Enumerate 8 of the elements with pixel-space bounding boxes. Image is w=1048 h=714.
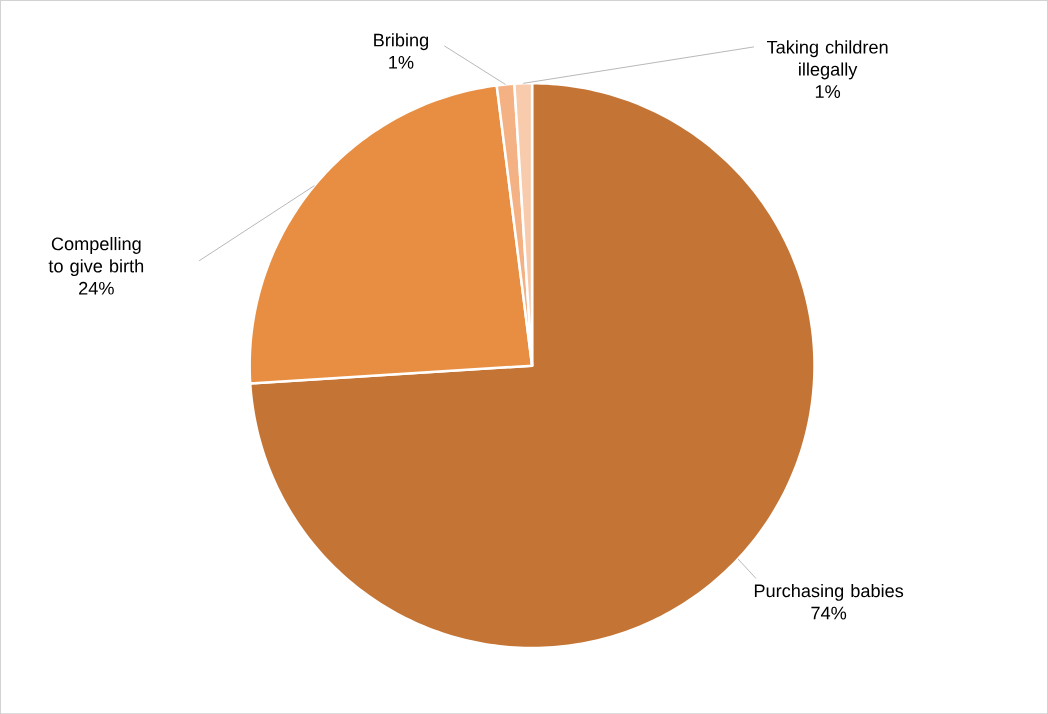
slice-label: Purchasing babies <box>754 583 904 601</box>
slice-label: Compelling to give birth <box>48 236 144 277</box>
data-label: 24% <box>79 281 114 295</box>
data-label: 1% <box>389 55 414 69</box>
data-label: 1% <box>815 85 841 98</box>
data-label: 74% <box>811 606 847 620</box>
slice-label: Bribing <box>374 33 429 51</box>
slice-label: Taking children illegally <box>766 40 888 80</box>
